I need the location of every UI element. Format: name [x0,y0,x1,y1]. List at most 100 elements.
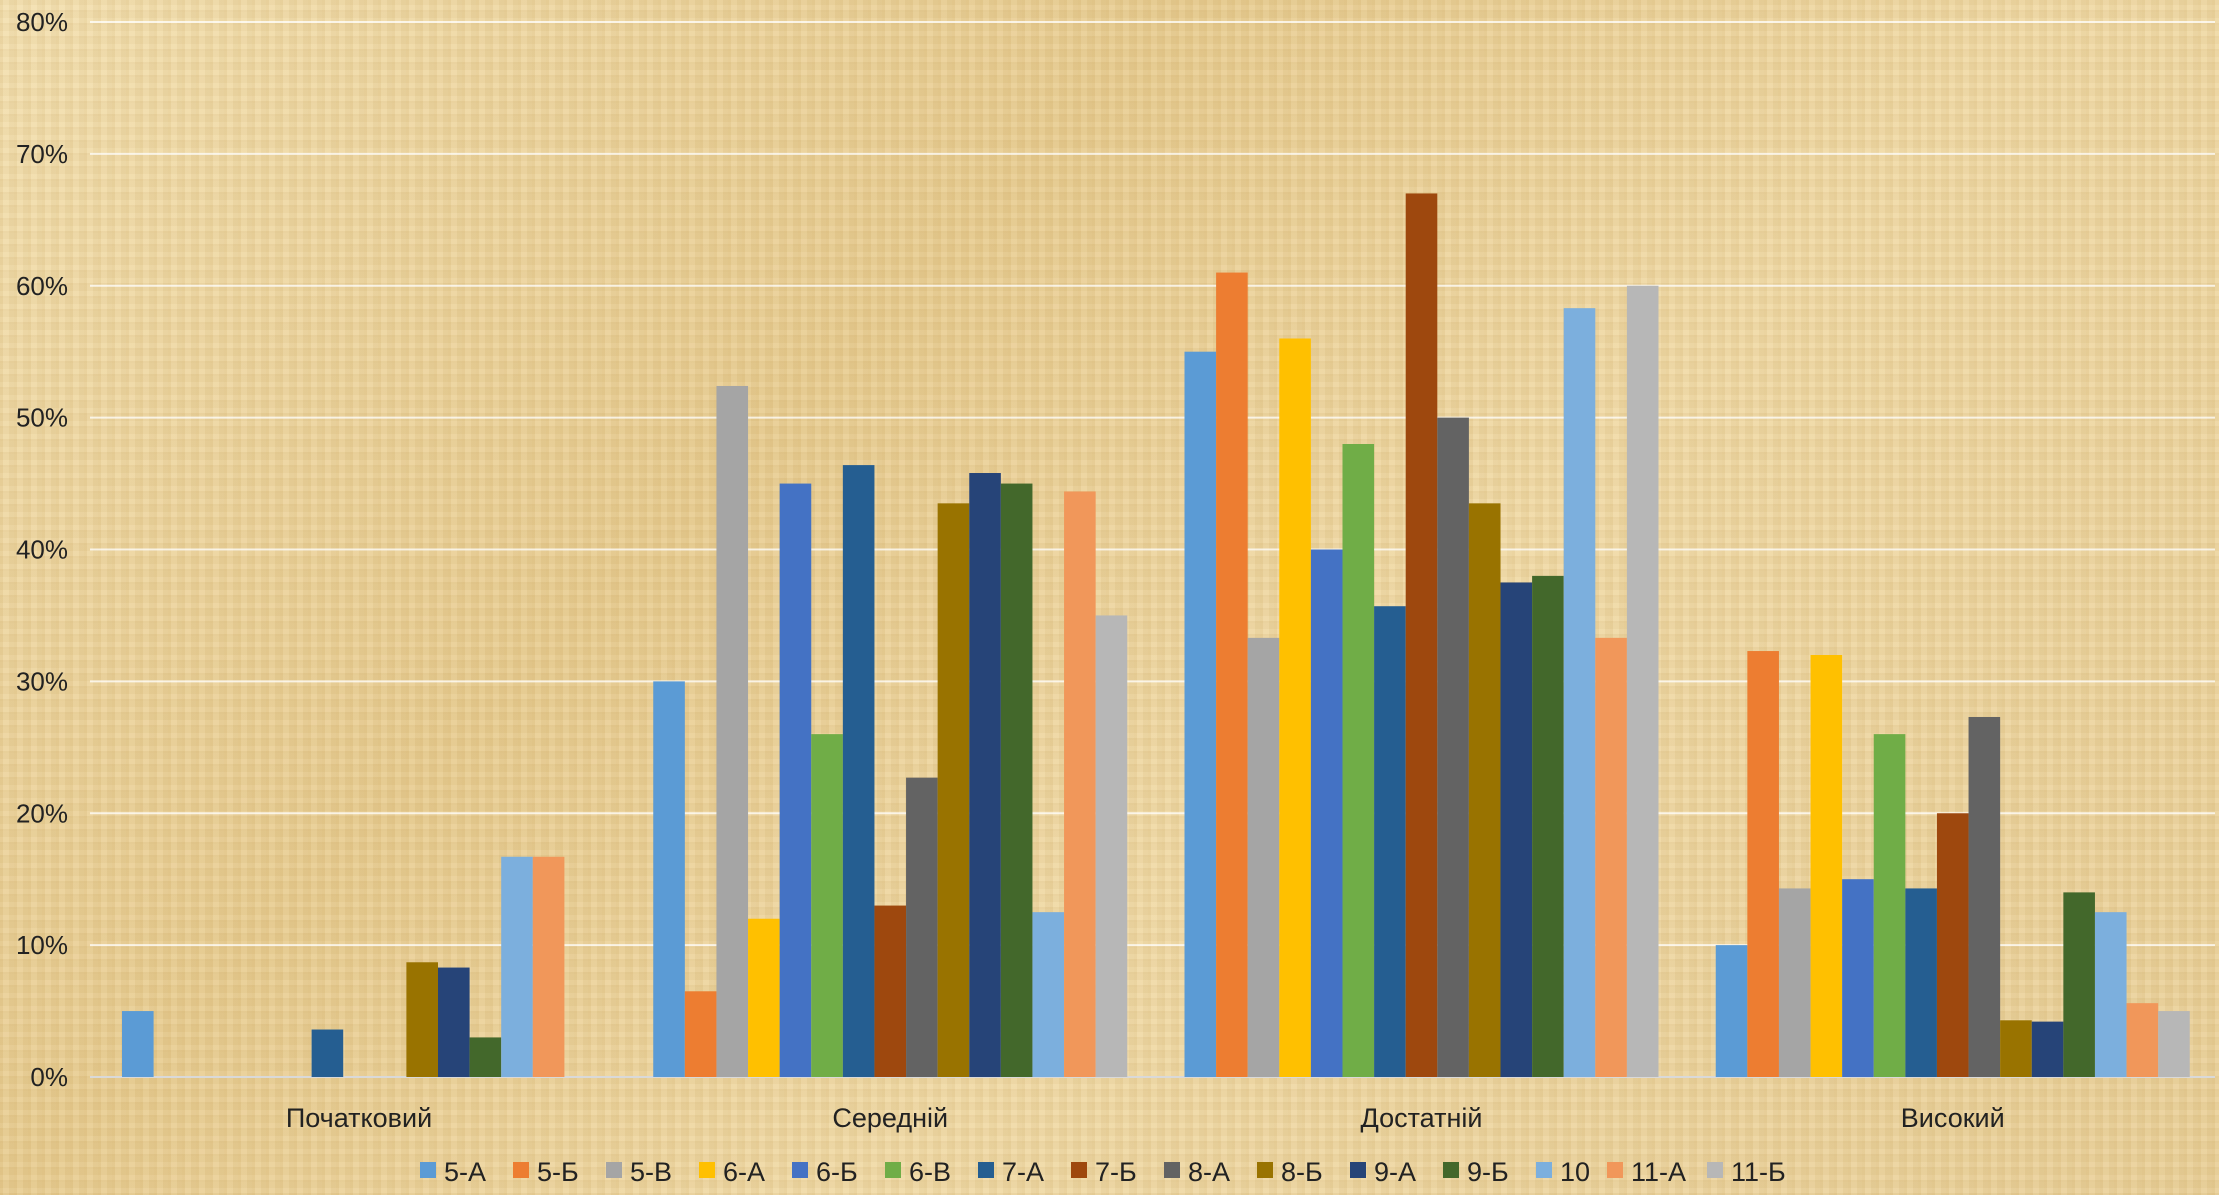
y-tick-label: 40% [16,535,68,565]
legend-swatch [1257,1162,1273,1178]
bar-5-Б-Достатній [1216,272,1248,1077]
legend-swatch [606,1162,622,1178]
bar-6-Б-Середній [779,483,812,1077]
legend-swatch [513,1162,529,1178]
legend-swatch [1350,1162,1366,1178]
legend-label: 9-Б [1467,1157,1509,1187]
bar-8-А-Середній [906,777,938,1077]
bar-5-В-Високий [1778,888,1811,1077]
bar-10-Високий [2094,912,2127,1077]
x-axis-categories: Початковий Середній Достатній Високий [286,1103,2005,1133]
bar-5-Б-Середній [684,991,717,1077]
x-category-label: Достатній [1361,1103,1483,1133]
x-category-label: Високий [1901,1103,2005,1133]
bar-8-Б-Високий [2000,1020,2032,1077]
legend-swatch [792,1162,808,1178]
bar-9-А-Високий [2031,1021,2064,1077]
bar-11-А-Початковий [532,856,565,1077]
bar-6-Б-Високий [1842,879,1874,1077]
y-tick-label: 10% [16,930,68,960]
x-category-label: Середній [832,1103,948,1133]
bar-9-Б-Достатній [1532,575,1564,1077]
legend-label: 5-Б [537,1157,579,1187]
bar-11-Б-Достатній [1626,285,1659,1077]
bar-9-А-Початковий [438,967,470,1077]
bar-10-Середній [1032,912,1065,1077]
bar-8-А-Високий [1968,716,2001,1077]
bar-9-Б-Високий [2063,892,2095,1077]
bar-9-А-Достатній [1500,582,1533,1077]
bar-6-А-Середній [748,918,780,1077]
legend-swatch [1707,1162,1723,1178]
bar-7-Б-Високий [1936,813,1969,1077]
bar-10-Достатній [1563,308,1596,1077]
legend-label: 5-А [444,1157,486,1187]
bar-7-Б-Достатній [1405,193,1438,1077]
legend-label: 11-Б [1731,1157,1786,1187]
bar-5-Б-Високий [1747,651,1779,1077]
bar-5-В-Середній [716,385,749,1078]
legend-label: 9-А [1374,1157,1416,1187]
legend-label: 11-А [1631,1157,1686,1187]
bar-7-А-Високий [1905,888,1937,1077]
bar-7-А-Початковий [311,1029,344,1077]
bar-9-Б-Середній [1000,483,1033,1077]
legend-label: 10 [1560,1157,1590,1187]
bar-11-А-Достатній [1595,637,1627,1077]
y-tick-label: 20% [16,798,68,828]
bar-11-Б-Середній [1095,615,1128,1077]
bar-5-В-Достатній [1247,637,1280,1077]
bar-11-Б-Високий [2158,1011,2190,1077]
y-tick-label: 60% [16,271,68,301]
legend-label: 8-А [1188,1157,1230,1187]
y-tick-label: 80% [16,7,68,37]
bar-6-Б-Достатній [1310,549,1343,1077]
legend-swatch [1443,1162,1459,1178]
bar-7-А-Достатній [1374,606,1406,1077]
gridlines [90,21,2215,1078]
bar-8-Б-Початковий [406,962,438,1077]
legend-swatch [1164,1162,1180,1178]
legend-swatch [1607,1162,1623,1178]
legend-label: 5-В [630,1157,672,1187]
bar-7-Б-Середній [874,905,907,1077]
legend-swatch [699,1162,715,1178]
bar-9-А-Середній [969,473,1001,1077]
legend-label: 8-Б [1281,1157,1323,1187]
y-tick-label: 30% [16,666,68,696]
bar-9-Б-Початковий [469,1037,502,1077]
bar-6-А-Достатній [1279,338,1311,1077]
x-category-label: Початковий [286,1103,432,1133]
bar-8-Б-Достатній [1468,503,1501,1077]
legend-label: 6-Б [816,1157,858,1187]
bar-6-В-Високий [1873,734,1906,1077]
bar-6-В-Середній [811,734,843,1077]
legend-swatch [978,1162,994,1178]
y-tick-label: 50% [16,403,68,433]
y-tick-label: 0% [30,1062,68,1092]
bar-5-А-Достатній [1184,351,1217,1077]
bars [122,193,2190,1078]
legend-swatch [1071,1162,1087,1178]
bar-10-Початковий [501,856,533,1077]
bar-8-А-Достатній [1437,417,1469,1077]
y-axis: 0% 10% 20% 30% 40% 50% 60% 70% 80% [16,7,68,1092]
bar-5-А-Високий [1715,945,1748,1077]
legend-label: 6-В [909,1157,951,1187]
bar-7-А-Середній [842,465,875,1078]
bar-11-А-Середній [1064,491,1096,1078]
legend-swatch [1536,1162,1552,1178]
bar-5-А-Середній [653,681,685,1077]
legend-swatch [420,1162,436,1178]
legend-swatch [885,1162,901,1178]
y-tick-label: 70% [16,139,68,169]
legend-label: 7-Б [1095,1157,1137,1187]
bar-11-А-Високий [2126,1003,2159,1077]
legend-label: 6-А [723,1157,765,1187]
bar-8-Б-Середній [937,503,970,1077]
legend-label: 7-А [1002,1157,1044,1187]
bar-6-В-Достатній [1342,444,1375,1077]
bar-6-А-Високий [1810,655,1843,1077]
